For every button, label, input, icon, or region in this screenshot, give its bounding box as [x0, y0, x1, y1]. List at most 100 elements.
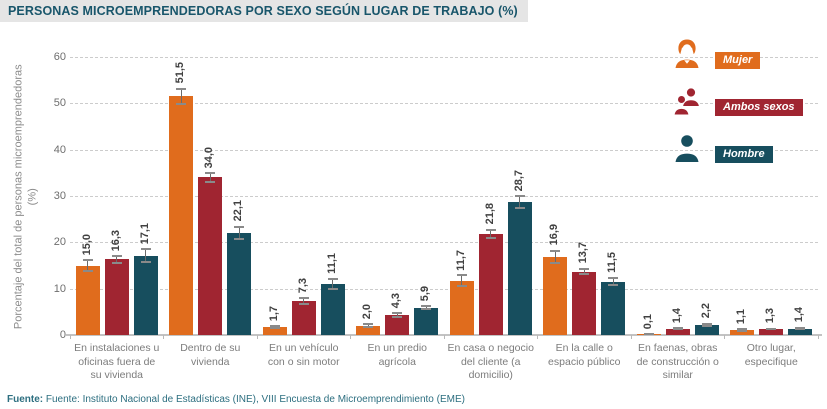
bar-hombre — [227, 232, 252, 335]
error-bar — [298, 297, 309, 306]
error-cap-top — [579, 267, 590, 270]
bar-ambos-sexos — [198, 177, 223, 335]
source-label: Fuente: — [7, 394, 44, 405]
bar-group-3: 1,7 7,3 11,1 — [257, 57, 351, 335]
bar-slot: 11,7 — [449, 57, 474, 335]
category-label-3: En un vehículo con o sin motor — [267, 342, 340, 368]
error-line — [425, 304, 427, 311]
value-label: 2,2 — [699, 303, 712, 319]
bar-ambos-sexos — [291, 301, 316, 335]
error-cap-top — [269, 324, 280, 327]
value-label: 16,9 — [548, 224, 561, 246]
bar-slot: 2,0 — [356, 57, 381, 335]
x-tick — [443, 335, 445, 339]
legend-item-mujer: Mujer — [671, 38, 823, 70]
error-cap-bottom — [608, 284, 619, 287]
value-label: 0,1 — [641, 314, 654, 330]
bar-group-8: 1,1 1,3 1,4 — [725, 57, 819, 335]
y-tick-label-20: 20 — [53, 236, 66, 249]
error-cap-top — [176, 87, 187, 90]
x-tick — [163, 335, 164, 339]
value-label: 1,1 — [735, 308, 748, 325]
value-label: 13,7 — [577, 242, 590, 264]
bar-hombre — [133, 255, 158, 335]
bar-groups: 15,0 16,3 17,1 51,5 34,0 22,1 1,7 7,3 11,1 2,0 4,3… — [70, 57, 819, 336]
value-label: 1,4 — [670, 307, 683, 324]
bar-slot: 13,7 — [572, 57, 597, 335]
bar-ambos-sexos — [385, 315, 410, 335]
value-label: 15,0 — [80, 233, 93, 256]
error-cap-bottom — [82, 270, 93, 272]
error-cap-top — [608, 277, 619, 280]
value-label: 11,7 — [454, 249, 467, 271]
error-cap-bottom — [140, 261, 151, 264]
category-label-2: Dentro de su vivienda — [180, 342, 241, 368]
error-cap-bottom — [234, 237, 245, 240]
gridline-50 — [70, 103, 818, 105]
value-label: 5,9 — [419, 285, 432, 301]
bar-hombre — [694, 324, 719, 335]
bar-ambos-sexos — [759, 328, 784, 335]
value-label: 51,5 — [174, 62, 187, 84]
category-label-8: Otro lugar, especifique — [744, 342, 798, 368]
category-label-4: En un predio agrícola — [367, 342, 428, 368]
bar-slot: 21,8 — [478, 57, 503, 335]
legend-label: Ambos sexos — [715, 99, 803, 116]
y-tick-label-0: 0 — [59, 329, 66, 341]
error-bar — [392, 312, 403, 318]
error-bar — [485, 228, 496, 240]
error-cap-bottom — [205, 180, 216, 183]
bar-ambos-sexos — [572, 271, 597, 335]
bar-slot: 51,5 — [169, 57, 194, 335]
error-bar — [672, 327, 683, 330]
x-tick — [817, 335, 819, 339]
legend-label: Mujer — [715, 52, 761, 69]
bar-hombre — [601, 281, 626, 335]
error-line — [209, 172, 211, 183]
error-bar — [456, 274, 467, 288]
gridline-30 — [70, 196, 818, 197]
bar-hombre — [320, 283, 345, 335]
value-label: 28,7 — [512, 169, 525, 192]
error-bar — [701, 322, 712, 328]
legend-item-ambos-sexos: Ambos sexos — [671, 85, 823, 117]
error-bar — [363, 323, 374, 329]
error-bar — [234, 225, 245, 240]
error-cap-bottom — [456, 285, 467, 288]
error-bar — [766, 327, 777, 331]
x-axis-labels: En instalaciones u oficinas fuera de su … — [70, 342, 818, 383]
x-tick — [537, 335, 538, 339]
value-label: 7,3 — [296, 277, 309, 294]
value-label: 11,5 — [606, 252, 619, 274]
bar-slot: 2,2 — [694, 57, 719, 335]
value-label: 16,3 — [109, 229, 122, 252]
value-label: 4,3 — [390, 293, 403, 309]
error-bar — [608, 277, 619, 287]
bar-slot: 15,0 — [75, 57, 100, 335]
error-cap-bottom — [766, 328, 777, 331]
category-label-1: En instalaciones u oficinas fuera de su … — [74, 342, 160, 382]
bar-ambos-sexos — [104, 259, 129, 335]
error-cap-bottom — [737, 329, 748, 332]
error-bar — [795, 326, 806, 331]
y-tick-label-60: 60 — [53, 51, 66, 63]
error-cap-top — [363, 323, 374, 326]
bar-ambos-sexos — [665, 328, 690, 335]
error-line — [274, 324, 276, 330]
plot-area: 0 10 20 30 40 50 60 15,0 16,3 17,1 51,5 34,0 22,1 1,7… — [54, 51, 822, 341]
bar-slot: 1,1 — [730, 57, 755, 335]
error-cap-bottom — [514, 206, 525, 209]
value-label: 22,1 — [232, 200, 245, 222]
error-line — [490, 228, 492, 240]
error-cap-bottom — [672, 327, 683, 330]
gridline-60 — [70, 57, 818, 58]
gridline-20 — [70, 242, 818, 244]
bar-mujer — [262, 327, 287, 335]
error-cap-bottom — [701, 325, 712, 328]
error-line — [303, 297, 305, 306]
bar-slot: 0,1 — [636, 57, 661, 336]
value-label: 11,1 — [325, 252, 338, 274]
error-cap-bottom — [795, 328, 806, 331]
error-cap-top — [392, 312, 403, 315]
